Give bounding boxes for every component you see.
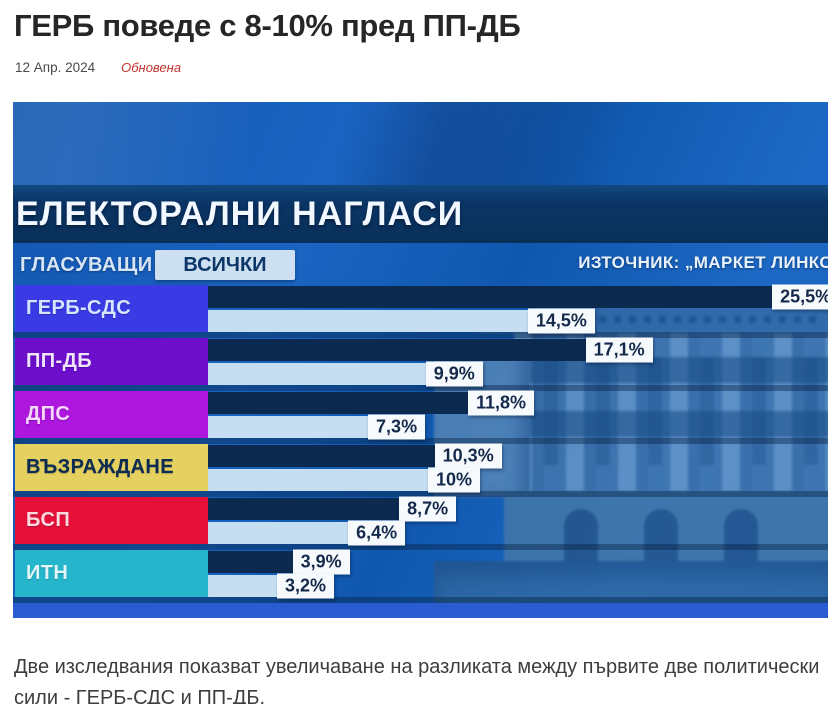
bar-value-label: 10,3%: [434, 443, 502, 469]
bar-light-series: 3,2%: [208, 573, 335, 599]
bar-light-series: 10%: [208, 467, 481, 493]
party-label: ГЕРБ-СДС: [15, 285, 208, 332]
party-bars: 3,9% 3,2%: [208, 549, 828, 599]
bar-light-series: 9,9%: [208, 361, 483, 387]
bar-value-label: 9,9%: [425, 361, 483, 387]
chart-controls: ГЛАСУВАЩИ ВСИЧКИ ИЗТОЧНИК: „МАРКЕТ ЛИНКС: [13, 248, 828, 282]
door-arch: [564, 509, 598, 565]
source-attribution: ИЗТОЧНИК: „МАРКЕТ ЛИНКС: [578, 253, 828, 272]
bar-light-series: 7,3%: [208, 414, 426, 440]
bar-value-label: 11,8%: [467, 390, 534, 416]
updated-badge: Обновена: [121, 60, 182, 75]
door-arch: [644, 509, 678, 565]
party-bars: 17,1% 9,9%: [208, 337, 828, 387]
party-bars: 11,8% 7,3%: [208, 390, 828, 440]
bar-value-label: 3,2%: [277, 573, 335, 599]
building-colonnade: [514, 333, 828, 491]
building-plaza: [434, 561, 828, 607]
party-label: ВЪЗРАЖДАНЕ: [15, 444, 208, 491]
bar-dark-series: 25,5%: [208, 284, 828, 310]
chart-row: ДПС 11,8% 7,3%: [13, 390, 828, 440]
chart-row: ИТН 3,9% 3,2%: [13, 549, 828, 599]
chart-title: ЕЛЕКТОРАЛНИ НАГЛАСИ: [16, 194, 464, 233]
chart-row: ВЪЗРАЖДАНЕ 10,3% 10%: [13, 443, 828, 493]
door-arch: [724, 509, 758, 565]
lower-third-strip: [13, 603, 828, 618]
chart-row: ГЕРБ-СДС 25,5% 14,5%: [13, 284, 828, 334]
bar-value-label: 10%: [428, 467, 481, 493]
bar-dark-series: 3,9%: [208, 549, 350, 575]
bar-dark-series: 10,3%: [208, 443, 502, 469]
building-lower-storey: [504, 491, 828, 565]
party-bars: 25,5% 14,5%: [208, 284, 828, 334]
article-date: 12 Апр. 2024: [15, 60, 96, 75]
article-meta: 12 Апр. 2024 Обновена: [15, 60, 181, 75]
bar-light-series: 6,4%: [208, 520, 406, 546]
party-label: ДПС: [15, 391, 208, 438]
sky-background: [13, 102, 828, 188]
party-label: ИТН: [15, 550, 208, 597]
bar-value-label: 25,5%: [772, 284, 828, 310]
article-lead-paragraph: Две изследвания показват увеличаване на …: [14, 656, 820, 704]
chart-rows: ГЕРБ-СДС 25,5% 14,5% ПП-ДБ 17,1% 9,9% ДП…: [13, 284, 828, 603]
chart-row: БСП 8,7% 6,4%: [13, 496, 828, 546]
bar-dark-series: 11,8%: [208, 390, 534, 416]
bar-value-label: 6,4%: [348, 520, 406, 546]
party-label: ПП-ДБ: [15, 338, 208, 385]
bar-value-label: 14,5%: [527, 308, 595, 334]
bar-value-label: 3,9%: [292, 549, 350, 575]
chart-title-banner: ЕЛЕКТОРАЛНИ НАГЛАСИ: [13, 185, 828, 243]
voters-filter-value-button: ВСИЧКИ: [155, 250, 295, 280]
bar-value-label: 7,3%: [368, 414, 426, 440]
chart-row: ПП-ДБ 17,1% 9,9%: [13, 337, 828, 387]
voters-filter-label: ГЛАСУВАЩИ: [20, 254, 153, 276]
bar-value-label: 8,7%: [399, 496, 457, 522]
party-bars: 8,7% 6,4%: [208, 496, 828, 546]
party-bars: 10,3% 10%: [208, 443, 828, 493]
parliament-building-backdrop: [434, 307, 828, 607]
bar-value-label: 17,1%: [585, 337, 653, 363]
page-title: ГЕРБ поведе с 8-10% пред ПП-ДБ: [14, 8, 521, 43]
bar-light-series: 14,5%: [208, 308, 595, 334]
bar-dark-series: 17,1%: [208, 337, 653, 363]
bar-dark-series: 8,7%: [208, 496, 457, 522]
party-label: БСП: [15, 497, 208, 544]
poll-chart-figure: ЕЛЕКТОРАЛНИ НАГЛАСИ ГЛАСУВАЩИ ВСИЧКИ ИЗТ…: [13, 102, 828, 618]
